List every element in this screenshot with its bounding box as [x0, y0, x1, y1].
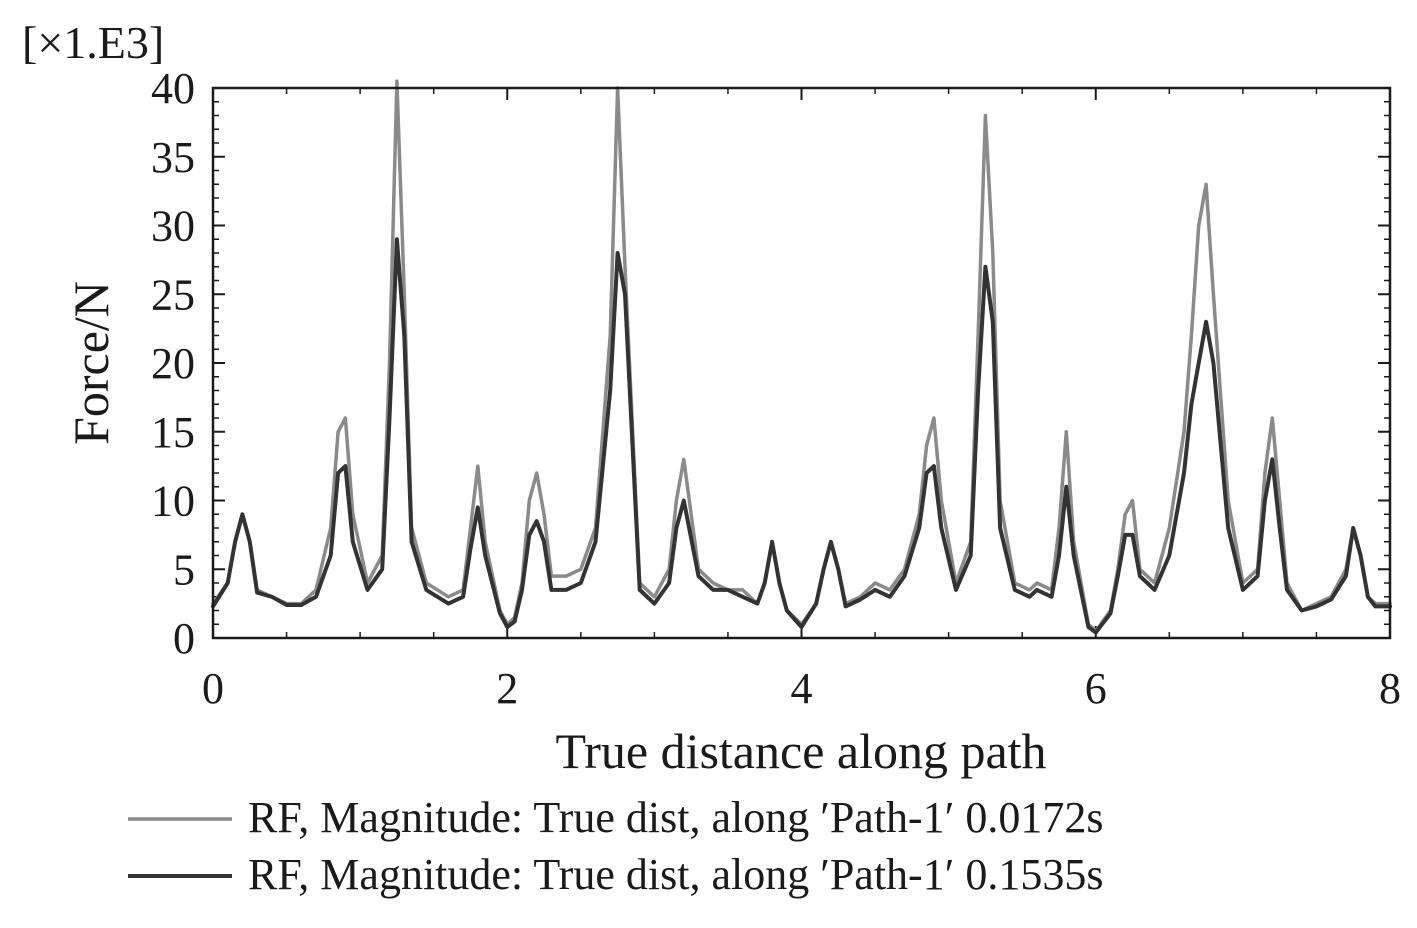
x-tick-label: 8 [1379, 664, 1401, 713]
series-line-1 [211, 237, 1392, 635]
y-tick-label: 40 [151, 64, 195, 113]
legend-label-1: RF, Magnitude: True dist, along ′Path-1′… [248, 850, 1103, 899]
x-tick-labels: 0 2 4 6 8 [202, 664, 1401, 713]
y-tick-label: 15 [151, 408, 195, 457]
y-tick-label: 25 [151, 270, 195, 319]
legend: RF, Magnitude: True dist, along ′Path-1′… [128, 793, 1103, 899]
y-axis-title: Force/N [63, 281, 119, 445]
y-tick-label: 35 [151, 133, 195, 182]
y-tick-labels: 0 5 10 15 20 25 30 35 40 [151, 64, 195, 663]
x-tick-label: 4 [791, 664, 813, 713]
y-axis-multiplier: [×1.E3] [22, 17, 164, 68]
legend-label-0: RF, Magnitude: True dist, along ′Path-1′… [248, 793, 1103, 842]
plot-frame [211, 86, 1392, 640]
y-tick-label: 5 [173, 545, 195, 594]
x-tick-label: 6 [1085, 664, 1107, 713]
y-tick-label: 30 [151, 202, 195, 251]
x-tick-label: 0 [202, 664, 224, 713]
x-axis-title: True distance along path [555, 723, 1046, 779]
y-tick-label: 20 [151, 339, 195, 388]
x-tick-label: 2 [496, 664, 518, 713]
series-lines [211, 79, 1392, 635]
y-tick-label: 0 [173, 614, 195, 663]
y-tick-label: 10 [151, 477, 195, 526]
